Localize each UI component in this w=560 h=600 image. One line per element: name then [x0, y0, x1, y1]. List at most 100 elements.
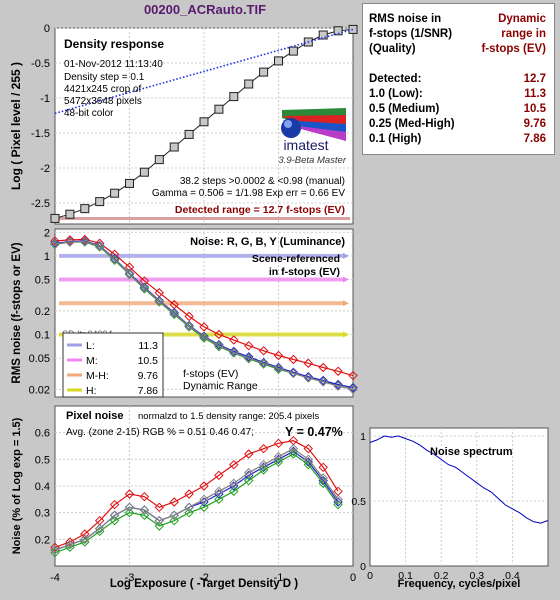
x-tick-label: 0.4 [505, 570, 520, 582]
y-tick-label: 0.2 [35, 306, 50, 318]
pixel-noise-avg: Avg. (zone 2-15) RGB % = 0.51 0.46 0.47; [66, 427, 254, 438]
pixel-noise-point [333, 494, 343, 505]
pixel-noise-y: Y = 0.47% [285, 425, 343, 439]
noise-point [124, 269, 135, 279]
noise-point [229, 346, 239, 357]
y-tick-label: 0 [360, 561, 366, 573]
pixel-noise-point [109, 510, 120, 521]
noise-point [229, 347, 239, 358]
spectrum-plot-area [369, 427, 549, 567]
noise-legend: L: 11.3 M: 10.5 M-H: 9.76 H: 7.86 [62, 332, 164, 398]
noise-point [318, 362, 328, 373]
pixel-noise-point [229, 478, 239, 489]
y-tick-label: 0.02 [29, 384, 50, 396]
noise-point [288, 368, 299, 379]
y-tick-label: -1.5 [31, 128, 50, 140]
noise-point [199, 332, 209, 342]
table-header-left-2: f-stops (1/SNR) [369, 28, 453, 40]
noise-point [109, 255, 120, 265]
noise-point [50, 238, 60, 248]
density-point [110, 188, 120, 198]
noise-point [273, 362, 284, 373]
noise-point [50, 236, 60, 246]
noise-point [288, 367, 299, 378]
y-tick-label: 0 [44, 23, 50, 35]
pixel-noise-point [273, 457, 284, 467]
x-tick-label: 0.1 [398, 570, 413, 582]
noise-point [303, 358, 314, 368]
noise-point [348, 383, 358, 393]
table-row-label: 0.25 (Med-High) [369, 118, 455, 130]
pixel-noise-point [139, 491, 150, 502]
pixel-noise-point [273, 438, 284, 449]
table-header-left-3: (Quality) [369, 43, 416, 55]
noise-point [139, 284, 150, 294]
imatest-logo: imatest [281, 108, 346, 153]
density-info-crop: 4421x245 crop of [64, 84, 142, 95]
pixel-noise-point [80, 534, 90, 545]
pixel-noise-point [199, 502, 209, 513]
x-axis-label: Log Exposure ( -Target Density D ) [110, 578, 298, 590]
pixel-noise-point [288, 443, 299, 454]
noise-point [243, 340, 254, 351]
gamma-text: Gamma = 0.506 = 1/1.98 Exp err = 0.66 EV [152, 188, 345, 199]
pixel-noise-point [154, 521, 165, 531]
noise-point [258, 357, 269, 368]
noise-point [199, 333, 209, 343]
noise-title: Noise: R, G, B, Y (Luminance) [190, 236, 345, 248]
pixel-noise-point [124, 502, 135, 513]
pixel-noise-point [169, 497, 179, 507]
pixel-noise-point [169, 510, 179, 521]
detected-range-text: Detected range = 12.7 f-stops (EV) [175, 204, 345, 216]
x-tick-label: 0.3 [469, 570, 484, 582]
x-axis-label: Frequency, cycles/pixel [398, 578, 521, 590]
legend-value: 11.3 [138, 340, 158, 352]
y-axis-label: Noise (% of Log exp = 1.5) [11, 417, 23, 554]
noise-point [288, 354, 299, 365]
pixel-noise-point [65, 539, 75, 550]
y-tick-label: 0.5 [35, 275, 50, 287]
noise-point [214, 340, 224, 351]
density-steps-text: 38.2 steps >0.0002 & <0.98 (manual) [180, 176, 345, 187]
noise-point [169, 308, 179, 319]
noise-point [243, 352, 254, 362]
noise-point [80, 234, 90, 245]
y-tick-label: 0.5 [351, 496, 366, 508]
pixel-noise-title: Pixel noise [66, 410, 123, 422]
density-point [95, 197, 105, 207]
spectrum-title: Noise spectrum [430, 446, 513, 458]
table-row-label: Detected: [369, 73, 422, 85]
table-row-label: 0.5 (Medium) [369, 103, 440, 115]
noise-point [169, 309, 179, 320]
table-row: 1.0 (Low): 11.3 [369, 87, 546, 102]
noise-point [258, 358, 269, 368]
density-point [125, 178, 134, 188]
noise-point [184, 322, 194, 332]
pixel-noise-point [124, 507, 135, 518]
y-tick-label: -1 [40, 93, 50, 105]
pixel-noise-point [139, 505, 150, 515]
noise-series-line [54, 241, 354, 390]
noise-point [214, 340, 224, 350]
threshold-arrow [343, 300, 349, 307]
density-point [348, 24, 358, 34]
noise-point [139, 283, 150, 293]
pixel-noise-chart: 0.6 0.5 0.4 0.3 0.2 -4 -3 -2 -1 0 Log Exposure ( -… [11, 406, 356, 590]
noise-point [229, 335, 239, 345]
y-tick-label: 1 [360, 431, 366, 443]
pixel-noise-point [184, 502, 194, 513]
density-point [214, 104, 224, 114]
y-tick-label: 0.05 [29, 353, 50, 365]
pixel-noise-point [184, 507, 194, 518]
legend-value: 10.5 [138, 355, 159, 367]
pixel-noise-point [258, 443, 269, 454]
y-axis-label: RMS noise (f-stops or EV) [11, 242, 23, 383]
pixel-noise-point [258, 465, 269, 475]
table-header-right-2: range in [501, 28, 546, 40]
noise-dr-table: RMS noise in f-stops (1/SNR) (Quality) D… [362, 3, 555, 155]
y-tick-label: 0.5 [35, 454, 50, 466]
y-tick-label: 0.2 [35, 534, 50, 546]
legend-value: 7.86 [138, 385, 159, 397]
